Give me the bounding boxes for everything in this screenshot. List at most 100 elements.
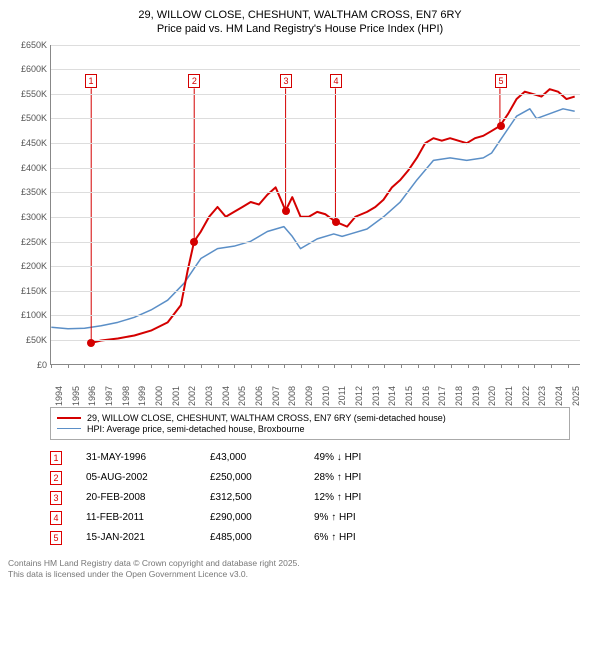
y-axis-label: £500K [9, 113, 47, 123]
x-axis-label: 2018 [454, 386, 464, 406]
x-tick [84, 364, 85, 368]
gridline [51, 315, 580, 316]
x-axis-label: 2004 [221, 386, 231, 406]
x-axis-label: 2010 [321, 386, 331, 406]
row-price: £485,000 [210, 532, 290, 543]
row-diff: 6% ↑ HPI [314, 532, 414, 543]
marker-box: 4 [330, 74, 342, 88]
row-date: 20-FEB-2008 [86, 492, 186, 503]
y-axis-label: £50K [9, 335, 47, 345]
x-axis-label: 2001 [171, 386, 181, 406]
row-price: £290,000 [210, 512, 290, 523]
x-tick [268, 364, 269, 368]
x-tick [501, 364, 502, 368]
gridline [51, 118, 580, 119]
gridline [51, 143, 580, 144]
x-axis-label: 2007 [271, 386, 281, 406]
x-tick [184, 364, 185, 368]
legend-label: 29, WILLOW CLOSE, CHESHUNT, WALTHAM CROS… [87, 413, 446, 423]
y-axis-label: £250K [9, 237, 47, 247]
gridline [51, 291, 580, 292]
row-diff: 28% ↑ HPI [314, 472, 414, 483]
x-tick [401, 364, 402, 368]
x-tick [284, 364, 285, 368]
footer-line-2: This data is licensed under the Open Gov… [8, 569, 592, 580]
gridline [51, 192, 580, 193]
x-tick [234, 364, 235, 368]
marker-dot [87, 339, 95, 347]
gridline [51, 217, 580, 218]
x-axis-label: 2012 [354, 386, 364, 406]
x-tick [468, 364, 469, 368]
x-tick [334, 364, 335, 368]
gridline [51, 242, 580, 243]
hpi-line [51, 108, 574, 328]
x-tick [301, 364, 302, 368]
row-marker: 1 [50, 451, 62, 465]
x-axis-label: 2011 [337, 386, 347, 405]
x-tick [384, 364, 385, 368]
x-axis-label: 2002 [187, 386, 197, 406]
x-axis-label: 1994 [54, 386, 64, 406]
x-tick [484, 364, 485, 368]
marker-box: 1 [85, 74, 97, 88]
x-tick [418, 364, 419, 368]
x-tick [218, 364, 219, 368]
x-tick [518, 364, 519, 368]
table-row: 320-FEB-2008£312,50012% ↑ HPI [50, 488, 570, 508]
x-axis-label: 2009 [304, 386, 314, 406]
x-tick [318, 364, 319, 368]
legend-item: 29, WILLOW CLOSE, CHESHUNT, WALTHAM CROS… [57, 413, 563, 423]
x-axis-label: 2015 [404, 386, 414, 406]
table-row: 1 31-MAY-1996 £43,000 49% ↓ HPI [50, 448, 570, 468]
x-axis-label: 2003 [204, 386, 214, 406]
y-axis-label: £0 [9, 360, 47, 370]
x-tick [134, 364, 135, 368]
x-axis-label: 2017 [437, 386, 447, 406]
x-tick [151, 364, 152, 368]
x-axis-label: 1996 [87, 386, 97, 406]
row-date: 05-AUG-2002 [86, 472, 186, 483]
y-axis-label: £550K [9, 89, 47, 99]
x-tick [568, 364, 569, 368]
x-axis-label: 1999 [137, 386, 147, 406]
gridline [51, 69, 580, 70]
x-tick [368, 364, 369, 368]
title-line-2: Price paid vs. HM Land Registry's House … [8, 22, 592, 36]
y-axis-label: £650K [9, 40, 47, 50]
row-diff: 12% ↑ HPI [314, 492, 414, 503]
plot-region: £0£50K£100K£150K£200K£250K£300K£350K£400… [50, 45, 580, 365]
legend-swatch [57, 428, 81, 430]
x-axis-label: 2021 [504, 386, 514, 406]
marker-box: 5 [495, 74, 507, 88]
y-axis-label: £450K [9, 138, 47, 148]
x-axis-label: 2020 [487, 386, 497, 406]
row-price: £43,000 [210, 452, 290, 463]
table-row: 411-FEB-2011£290,0009% ↑ HPI [50, 508, 570, 528]
x-tick [551, 364, 552, 368]
x-axis-label: 1998 [121, 386, 131, 406]
x-tick [118, 364, 119, 368]
x-axis-label: 2016 [421, 386, 431, 406]
y-axis-label: £200K [9, 261, 47, 271]
x-axis-label: 2014 [387, 386, 397, 406]
row-date: 11-FEB-2011 [86, 512, 186, 523]
gridline [51, 94, 580, 95]
x-tick [534, 364, 535, 368]
y-axis-label: £100K [9, 310, 47, 320]
x-axis-label: 2025 [571, 386, 581, 406]
row-date: 31-MAY-1996 [86, 452, 186, 463]
y-axis-label: £300K [9, 212, 47, 222]
x-tick [168, 364, 169, 368]
x-tick [251, 364, 252, 368]
footer-attribution: Contains HM Land Registry data © Crown c… [8, 558, 592, 580]
x-axis-label: 2008 [287, 386, 297, 406]
marker-dot [497, 122, 505, 130]
marker-dot [332, 218, 340, 226]
legend: 29, WILLOW CLOSE, CHESHUNT, WALTHAM CROS… [50, 407, 570, 440]
x-tick [434, 364, 435, 368]
marker-box: 3 [280, 74, 292, 88]
row-diff: 49% ↓ HPI [314, 452, 414, 463]
gridline [51, 266, 580, 267]
marker-dot [190, 238, 198, 246]
